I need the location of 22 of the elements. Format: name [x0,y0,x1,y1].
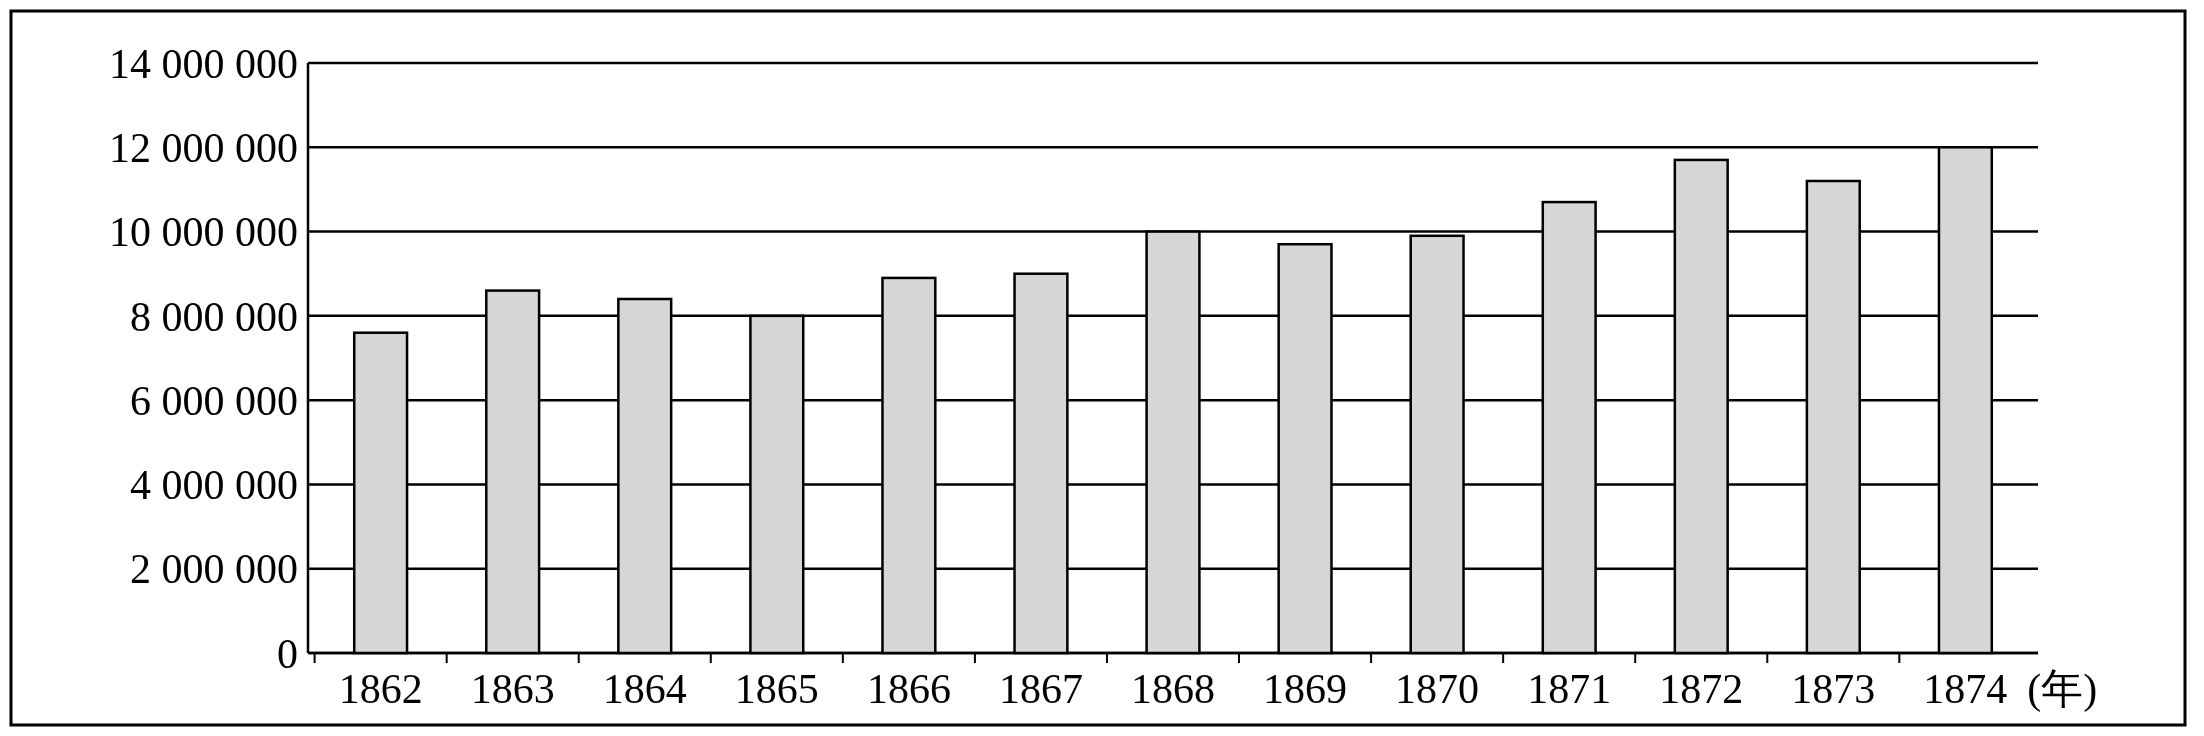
y-tick-label: 4 000 000 [130,462,298,509]
y-tick-label: 0 [277,630,298,677]
x-tick-label: 1864 [602,666,687,712]
y-tick-label: 6 000 000 [130,377,298,424]
x-tick-label: 1865 [734,666,819,712]
y-tick-label: 14 000 000 [109,40,298,87]
y-tick-label: 2 000 000 [130,546,298,593]
x-tick-label: 1868 [1131,666,1215,712]
x-tick-label: 1873 [1791,666,1876,712]
x-tick-label: 1874 [1923,666,2008,712]
x-tick-label: 1866 [866,666,951,712]
x-tick-label: 1862 [338,666,423,712]
x-tick-label: 1867 [998,666,1083,712]
y-tick-label: 10 000 000 [109,209,298,256]
x-tick-label: 1869 [1263,666,1348,712]
y-tick-label: 8 000 000 [130,293,298,340]
x-axis-title: (年) [2027,666,2098,713]
y-tick-label: 12 000 000 [109,124,298,171]
x-tick-label: 1870 [1395,666,1480,712]
x-tick-label: 1871 [1527,666,1612,712]
x-tick-label: 1863 [470,666,555,712]
x-tick-label: 1872 [1659,666,1744,712]
